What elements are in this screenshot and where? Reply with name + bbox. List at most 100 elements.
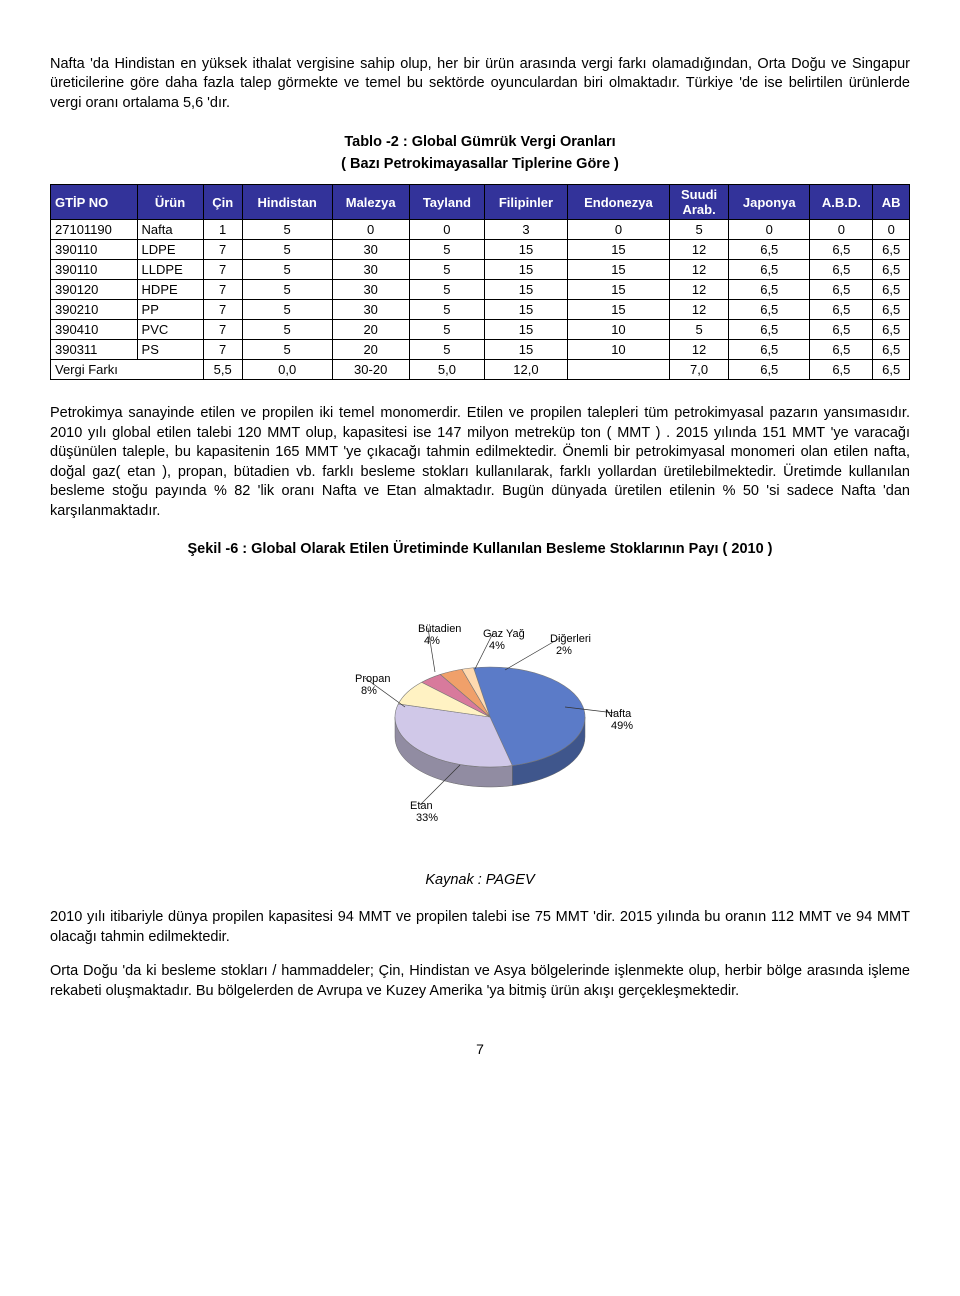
table-cell: 5,0 [409,360,484,380]
table-cell: 0 [332,220,409,240]
table-cell: 6,5 [873,340,910,360]
table-cell: 10 [567,340,669,360]
table-cell: 6,5 [729,260,810,280]
table-cell: 5 [242,260,332,280]
table-cell: 6,5 [810,340,873,360]
table-cell: 6,5 [729,360,810,380]
table-cell: 0 [873,220,910,240]
table-row: 390311PS752051510126,56,56,5 [51,340,910,360]
svg-text:Gaz Yağ: Gaz Yağ [483,628,525,640]
table-header: SuudiArab. [669,185,728,220]
table-cell: 5 [409,300,484,320]
svg-text:49%: 49% [611,720,633,732]
table-header: Malezya [332,185,409,220]
table-cell: 6,5 [873,280,910,300]
table-header: Tayland [409,185,484,220]
table-cell: 15 [484,320,567,340]
pie-chart-svg: Nafta49% Etan33% Propan8% Bütadien4% Gaz Yağ… [270,577,690,837]
table-cell: 6,5 [729,280,810,300]
table-cell: 6,5 [810,320,873,340]
page-number: 7 [50,1041,910,1057]
chart-title: Şekil -6 : Global Olarak Etilen Üretimin… [50,541,910,557]
table-cell: 6,5 [810,360,873,380]
table-cell: 6,5 [729,240,810,260]
table-cell: 27101190 [51,220,138,240]
table-cell: 15 [484,240,567,260]
table-cell: 0 [567,220,669,240]
table-cell: LDPE [137,240,203,260]
chart-source: Kaynak : PAGEV [50,872,910,888]
table-header: Ürün [137,185,203,220]
table-cell: 0 [409,220,484,240]
table-cell: HDPE [137,280,203,300]
table-row-footer: Vergi Farkı5,50,030-205,012,07,06,56,56,… [51,360,910,380]
pie-chart: Nafta49% Etan33% Propan8% Bütadien4% Gaz Yağ… [50,577,910,842]
table-cell: 12 [669,340,728,360]
paragraph-4: Orta Doğu 'da ki besleme stokları / hamm… [50,962,910,1001]
table-cell: 30 [332,240,409,260]
table-cell: 7 [203,320,242,340]
table-cell: 5 [242,320,332,340]
table-cell: 5,5 [203,360,242,380]
table-cell: PS [137,340,203,360]
table-cell: 12,0 [484,360,567,380]
table-cell: 6,5 [729,300,810,320]
table-cell [567,360,669,380]
table-cell: 5 [242,240,332,260]
table-cell: 15 [484,280,567,300]
table-header: A.B.D. [810,185,873,220]
table-cell: 6,5 [873,300,910,320]
table-row: 27101190Nafta1500305000 [51,220,910,240]
table-cell: LLDPE [137,260,203,280]
table-cell: 12 [669,300,728,320]
table-cell: 5 [409,280,484,300]
paragraph-3: 2010 yılı itibariyle dünya propilen kapa… [50,908,910,947]
svg-text:4%: 4% [424,635,440,647]
table-cell: 12 [669,240,728,260]
table-cell: 390110 [51,260,138,280]
table-cell: 30-20 [332,360,409,380]
table-cell: 390120 [51,280,138,300]
table-cell: 7 [203,300,242,320]
table-cell: 5 [409,240,484,260]
table-cell: Vergi Farkı [51,360,204,380]
paragraph-intro: Nafta 'da Hindistan en yüksek ithalat ve… [50,55,910,114]
table-cell: 12 [669,260,728,280]
table-cell: 7,0 [669,360,728,380]
table-header: Hindistan [242,185,332,220]
svg-text:33%: 33% [416,812,438,824]
table-header: AB [873,185,910,220]
table-cell: 15 [567,300,669,320]
table-cell: 7 [203,240,242,260]
table-cell: 5 [242,340,332,360]
table-cell: 7 [203,260,242,280]
table-cell: 0,0 [242,360,332,380]
table-row: 390110LLDPE753051515126,56,56,5 [51,260,910,280]
table-cell: 390110 [51,240,138,260]
svg-text:Propan: Propan [355,673,390,685]
table-cell: 5 [409,320,484,340]
table-cell: 390311 [51,340,138,360]
customs-tariff-table: GTİP NOÜrünÇinHindistanMalezyaTaylandFil… [50,184,910,380]
table-cell: 7 [203,340,242,360]
table-header: Filipinler [484,185,567,220]
table-cell: 15 [484,340,567,360]
svg-text:Bütadien: Bütadien [418,623,461,635]
paragraph-2: Petrokimya sanayinde etilen ve propilen … [50,404,910,521]
table-cell: 5 [669,220,728,240]
table-cell: 6,5 [873,260,910,280]
table-cell: 15 [567,240,669,260]
table-header: Çin [203,185,242,220]
table-cell: 30 [332,300,409,320]
table-cell: 20 [332,340,409,360]
table-row: 390110LDPE753051515126,56,56,5 [51,240,910,260]
table-header: Japonya [729,185,810,220]
table-cell: 6,5 [810,300,873,320]
svg-text:8%: 8% [361,685,377,697]
svg-text:Nafta: Nafta [605,708,632,720]
table-cell: 5 [669,320,728,340]
table-row: 390410PVC75205151056,56,56,5 [51,320,910,340]
table-header: Endonezya [567,185,669,220]
table-cell: 0 [810,220,873,240]
svg-text:Etan: Etan [410,800,433,812]
